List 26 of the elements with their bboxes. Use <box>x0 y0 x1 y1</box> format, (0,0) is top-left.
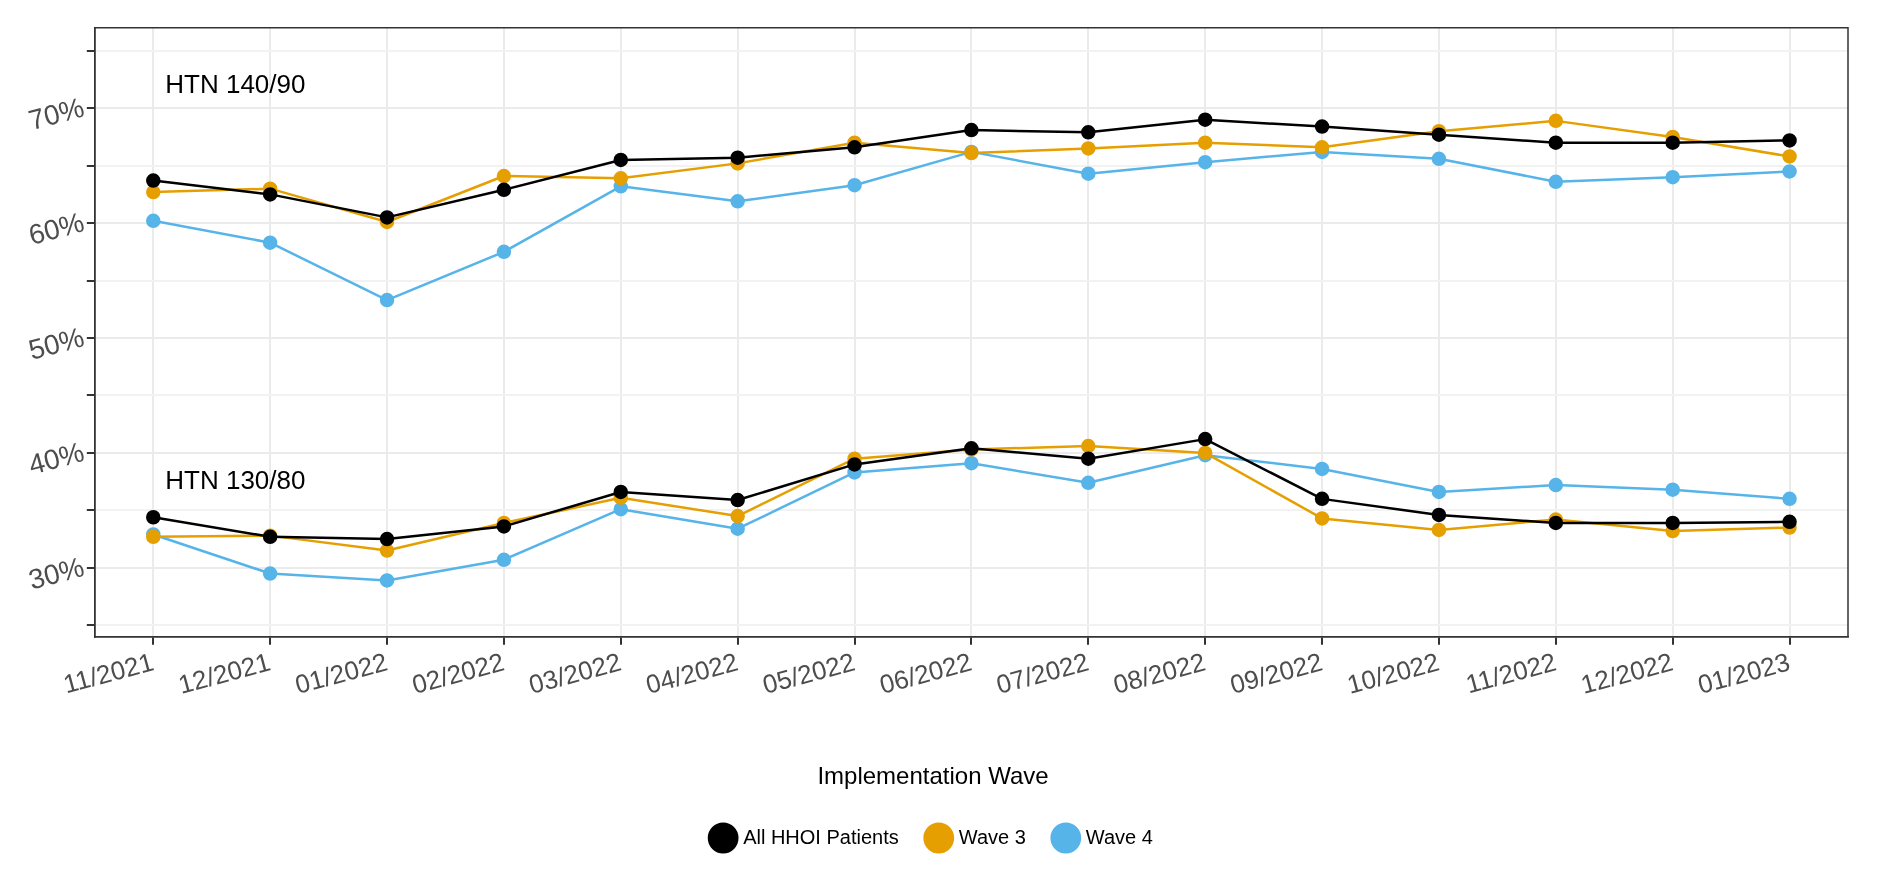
annotation: HTN 130/80 <box>165 465 306 496</box>
legend-title: Implementation Wave <box>817 761 1049 789</box>
x-tick-label: 11/2021 <box>59 646 157 700</box>
y-tick-label: 30% <box>25 551 88 596</box>
y-tick-label: 40% <box>25 436 88 481</box>
x-tick-label: 09/2022 <box>1226 646 1326 700</box>
x-tick-label: 11/2022 <box>1462 646 1560 700</box>
x-tick-label: 12/2021 <box>175 646 274 700</box>
x-tick-label: 12/2022 <box>1577 646 1677 700</box>
y-tick-label: 60% <box>25 206 88 251</box>
x-tick-label: 01/2023 <box>1694 646 1793 700</box>
y-tick-label: 50% <box>25 321 88 366</box>
y-tick-label: 70% <box>25 91 88 136</box>
x-tick-label: 01/2022 <box>291 646 391 700</box>
x-tick-label: 06/2022 <box>876 646 975 700</box>
x-tick-label: 10/2022 <box>1343 646 1443 700</box>
annotation: HTN 140/90 <box>165 68 306 99</box>
x-tick-label: 08/2022 <box>1110 646 1209 700</box>
legend-label: Wave 4 <box>1085 825 1153 848</box>
legend-label: Wave 3 <box>958 825 1026 848</box>
legend-label: All HHOI Patients <box>743 825 899 848</box>
x-tick-label: 03/2022 <box>525 646 625 700</box>
x-tick-label: 04/2022 <box>642 646 742 700</box>
x-tick-label: 05/2022 <box>759 646 858 700</box>
x-tick-label: 02/2022 <box>408 646 508 700</box>
x-tick-label: 07/2022 <box>993 646 1092 700</box>
